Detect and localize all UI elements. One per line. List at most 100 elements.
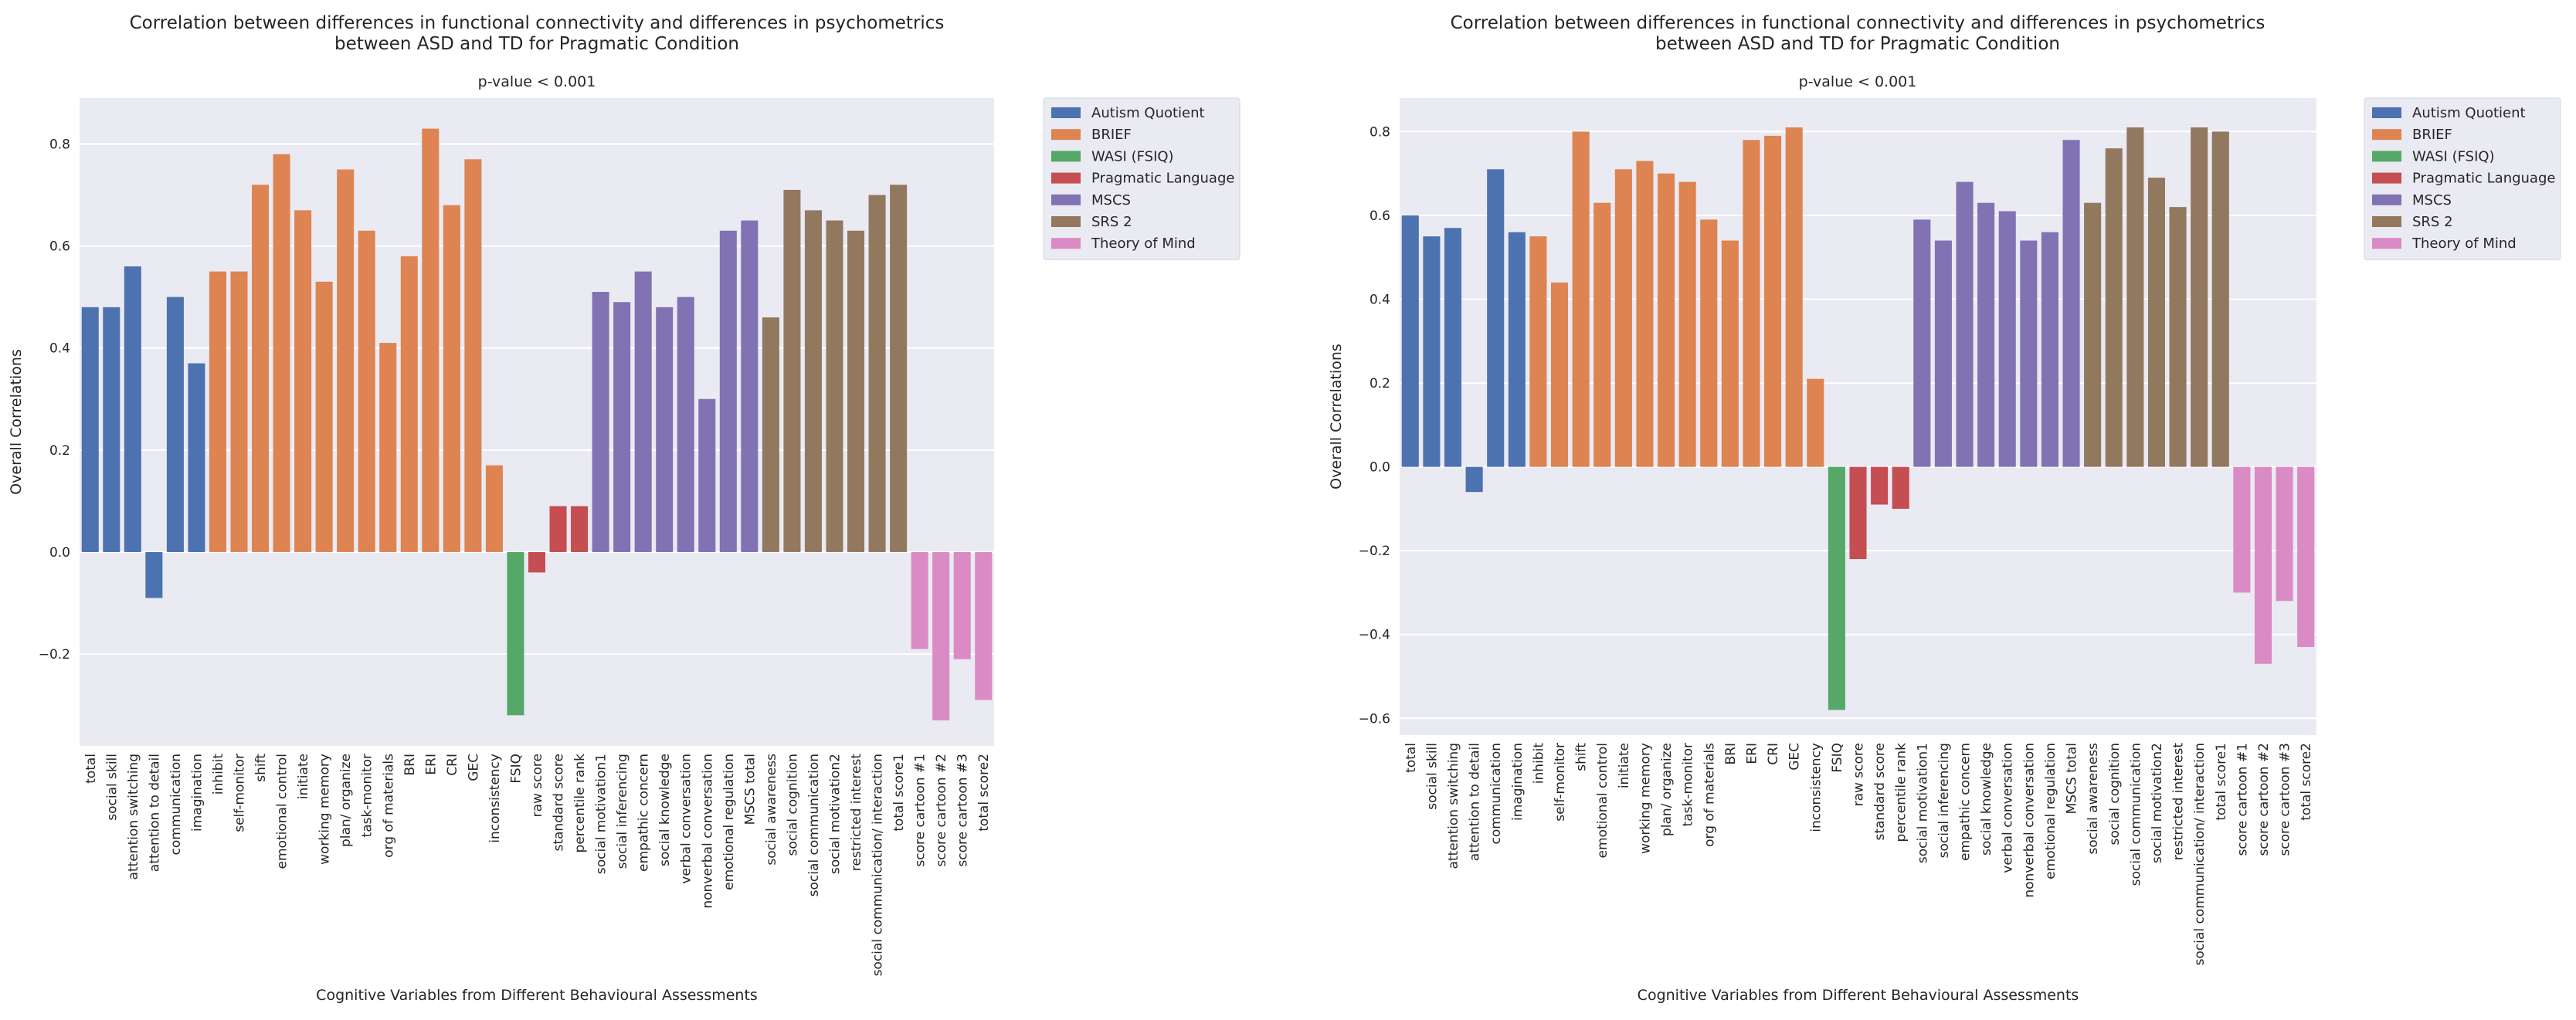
legend-label: Autism Quotient <box>2412 105 2526 121</box>
x-tick-label: initiate <box>296 754 311 799</box>
legend: Autism Quotient BRIEF WASI (FSIQ) Pragmatic… <box>2364 97 2561 260</box>
bar <box>145 551 163 598</box>
bar <box>698 398 716 552</box>
x-tick-label: social inferencing <box>1936 743 1952 858</box>
x-tick-label: self-monitor <box>1553 743 1568 822</box>
legend-label: WASI (FSIQ) <box>1091 148 1174 164</box>
x-tick-label: score cartoon #2 <box>2256 743 2272 856</box>
y-tick-label: −0.6 <box>1359 711 1390 727</box>
x-tick-label: social skill <box>1424 743 1440 810</box>
bar <box>2297 466 2315 648</box>
x-tick-label: emotional regulation <box>2043 743 2058 879</box>
bar <box>1465 466 1483 493</box>
chart-title-line: between ASD and TD for Pragmatic Conditi… <box>334 34 739 54</box>
legend-label: WASI (FSIQ) <box>2412 148 2495 164</box>
x-tick-label: inconsistency <box>1808 743 1824 832</box>
x-tick-label: standard score <box>552 754 567 852</box>
bar <box>2084 202 2102 467</box>
x-tick-label: social knowledge <box>657 754 673 866</box>
bar <box>443 205 460 552</box>
bar <box>1423 236 1441 467</box>
x-tick-label: org of materials <box>381 754 396 858</box>
y-tick-label: 0.4 <box>1369 293 1390 308</box>
bar <box>1956 181 1974 467</box>
bar <box>2041 232 2058 467</box>
bar <box>783 189 801 552</box>
x-tick-label: emotional regulation <box>721 754 737 890</box>
y-tick-label: −0.2 <box>1359 544 1390 559</box>
x-tick-label: communication <box>168 754 184 855</box>
bar <box>2020 240 2038 467</box>
bar <box>1678 181 1696 467</box>
x-tick-label: attention to detail <box>147 754 162 872</box>
x-tick-label: empathic concern <box>636 754 652 872</box>
y-tick-label: 0.2 <box>1369 376 1390 391</box>
bar <box>2147 178 2166 467</box>
bar <box>1721 240 1739 467</box>
x-tick-label: org of materials <box>1702 743 1717 847</box>
x-tick-label: inhibit <box>211 754 226 795</box>
legend-swatch <box>2372 216 2401 227</box>
bar <box>804 210 822 552</box>
legend-swatch <box>1051 151 1081 162</box>
bar <box>337 169 355 552</box>
bar <box>1572 131 1590 467</box>
y-axis-label: Overall Correlations <box>1328 344 1345 490</box>
legend-label: SRS 2 <box>2412 214 2453 230</box>
x-tick-label: task-monitor <box>360 754 375 837</box>
x-tick-label: total score1 <box>2214 743 2229 821</box>
bar <box>1593 202 1611 467</box>
bar <box>379 343 397 552</box>
bar <box>1913 219 1931 467</box>
bar <box>2062 140 2080 467</box>
legend: Autism Quotient BRIEF WASI (FSIQ) Pragmatic… <box>1043 97 1240 260</box>
legend-swatch <box>2372 129 2401 141</box>
bar <box>932 551 950 720</box>
y-tick-label: 0.0 <box>1369 460 1390 476</box>
bar <box>1529 236 1547 467</box>
bar <box>911 551 928 649</box>
y-tick-label: 0.2 <box>49 443 70 459</box>
x-tick-label: inconsistency <box>487 754 503 843</box>
chart-subtitle: p-value < 0.001 <box>478 73 596 90</box>
legend-label: Theory of Mind <box>1091 236 1196 252</box>
x-tick-label: percentile rank <box>1894 743 1909 842</box>
legend-swatch <box>2372 238 2401 249</box>
chart-title-line: Correlation between differences in funct… <box>1451 13 2265 33</box>
x-tick-label: total <box>83 754 99 784</box>
bar <box>549 506 567 552</box>
bar <box>890 185 908 552</box>
x-tick-label: social motivation2 <box>2150 743 2165 863</box>
bar <box>847 230 865 552</box>
bar <box>571 506 589 552</box>
x-tick-label: initiate <box>1617 743 1632 788</box>
bar <box>1658 173 1675 467</box>
legend-swatch <box>2372 107 2401 118</box>
legend-swatch <box>1051 129 1081 141</box>
x-tick-label: social communication <box>806 754 822 896</box>
bar <box>2105 148 2123 467</box>
x-tick-label: score cartoon #2 <box>934 754 949 867</box>
bar <box>953 551 971 659</box>
bar <box>2211 131 2229 467</box>
legend-label: MSCS <box>2412 192 2452 208</box>
legend-label: BRIEF <box>2412 127 2452 143</box>
legend-label: Pragmatic Language <box>2412 171 2555 187</box>
bar <box>400 256 418 552</box>
bar <box>592 292 609 552</box>
x-tick-label: BRI <box>1723 743 1739 765</box>
x-axis-label: Cognitive Variables from Different Behav… <box>1638 987 2079 1004</box>
x-tick-label: working memory <box>1638 743 1653 854</box>
x-tick-label: social motivation2 <box>827 754 843 874</box>
bar <box>1508 232 1526 467</box>
y-tick-label: 0.6 <box>49 239 70 255</box>
x-tick-label: total <box>1403 743 1419 773</box>
bar <box>1401 215 1419 467</box>
x-tick-label: communication <box>1488 743 1504 844</box>
bar <box>188 363 205 552</box>
bar <box>719 230 737 552</box>
x-tick-label: imagination <box>189 754 205 832</box>
legend-swatch <box>1051 107 1081 118</box>
x-tick-label: attention switching <box>126 754 141 880</box>
bar <box>1785 127 1803 467</box>
